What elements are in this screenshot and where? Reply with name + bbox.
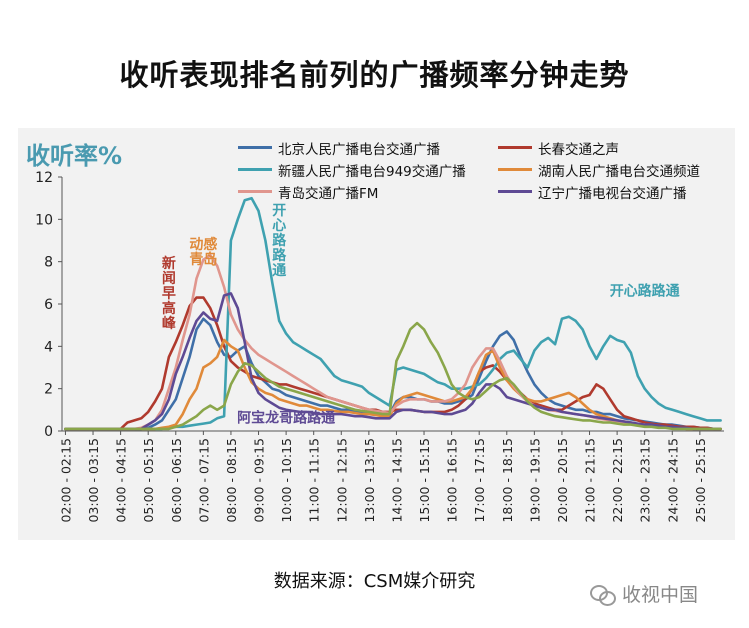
x-tick-label: 02:00 - 02:15 — [58, 438, 73, 523]
y-tick-label: 2 — [44, 382, 53, 398]
y-tick-label: 4 — [44, 339, 53, 355]
x-tick-label: 10:00 - 10:15 — [279, 438, 294, 523]
chart-panel — [18, 128, 735, 540]
x-tick-label: 08:00 - 08:15 — [224, 438, 239, 523]
x-tick-label: 12:00 - 12:15 — [334, 438, 349, 523]
y-tick-label: 0 — [44, 424, 53, 440]
legend-swatch — [238, 168, 272, 171]
x-tick-label: 19:00 - 19:15 — [527, 438, 542, 523]
annotation-0: 动感青岛 — [189, 236, 217, 268]
x-tick-label: 21:00 - 21:15 — [583, 438, 598, 523]
chart-legend: 北京人民广播电台交通广播 长春交通之声新疆人民广播电台949交通广播 湖南人民广播电… — [238, 137, 738, 202]
x-tick-label: 11:00 - 11:15 — [307, 438, 322, 523]
legend-item: 湖南人民广播电台交通频道 — [498, 159, 738, 180]
x-tick-label: 16:00 - 16:15 — [445, 438, 460, 523]
legend-label: 青岛交通广播FM — [278, 185, 379, 202]
x-tick-label: 09:00 - 09:15 — [252, 438, 267, 523]
legend-item: 辽宁广播电视台交通广播 — [498, 181, 738, 202]
legend-item: 北京人民广播电台交通广播 — [238, 137, 498, 158]
annotation-2: 开心路路通 — [272, 203, 287, 279]
legend-label: 辽宁广播电视台交通广播 — [538, 185, 687, 202]
watermark: 收视中国 — [590, 580, 698, 607]
x-tick-label: 03:00 - 03:15 — [86, 438, 101, 523]
y-tick-label: 6 — [44, 297, 53, 313]
legend-swatch — [498, 146, 532, 149]
data-source: 数据来源：CSM媒介研究 — [273, 571, 476, 592]
legend-label: 新疆人民广播电台949交通广播 — [278, 163, 466, 180]
legend-label: 长春交通之声 — [538, 141, 619, 158]
x-tick-label: 05:00 - 05:15 — [141, 438, 156, 523]
x-tick-label: 22:00 - 22:15 — [610, 438, 625, 523]
y-axis-label: 收听率% — [26, 142, 123, 170]
legend-item: 青岛交通广播FM — [238, 181, 498, 202]
x-tick-label: 20:00 - 20:15 — [555, 438, 570, 523]
x-tick-label: 13:00 - 13:15 — [362, 438, 377, 523]
series-line-5 — [64, 292, 722, 431]
x-tick-label: 07:00 - 07:15 — [196, 438, 211, 523]
series-line-6 — [64, 321, 722, 431]
x-tick-label: 23:00 - 23:15 — [638, 438, 653, 523]
legend-label: 湖南人民广播电台交通频道 — [538, 163, 700, 180]
legend-swatch — [498, 168, 532, 171]
legend-swatch — [238, 190, 272, 193]
legend-swatch — [498, 190, 532, 193]
x-tick-label: 04:00 - 04:15 — [114, 438, 129, 523]
legend-item: 长春交通之声 — [498, 137, 738, 158]
annotation-4: 阿宝龙哥路路通 — [237, 410, 335, 427]
watermark-text: 收视中国 — [622, 584, 699, 606]
x-tick-label: 15:00 - 15:15 — [417, 438, 432, 523]
wechat-icon — [590, 583, 616, 606]
legend-item: 新疆人民广播电台949交通广播 — [238, 159, 498, 180]
legend-swatch — [238, 146, 272, 149]
x-tick-label: 06:00 - 06:15 — [169, 438, 184, 523]
annotation-1: 新闻早高峰 — [162, 255, 177, 332]
x-tick-label: 14:00 - 14:15 — [389, 438, 404, 523]
y-tick-label: 8 — [44, 255, 53, 271]
y-tick-label: 10 — [35, 212, 53, 228]
page-title: 收听表现排名前列的广播频率分钟走势 — [119, 58, 630, 92]
x-tick-label: 24:00 - 24:15 — [665, 438, 680, 523]
x-tick-label: 17:00 - 17:15 — [472, 438, 487, 523]
annotation-3: 开心路路通 — [610, 283, 680, 300]
legend-label: 北京人民广播电台交通广播 — [278, 141, 440, 158]
x-tick-label: 18:00 - 18:15 — [500, 438, 515, 523]
y-tick-label: 12 — [35, 170, 53, 186]
x-tick-label: 25:00 - 25:15 — [693, 438, 708, 523]
